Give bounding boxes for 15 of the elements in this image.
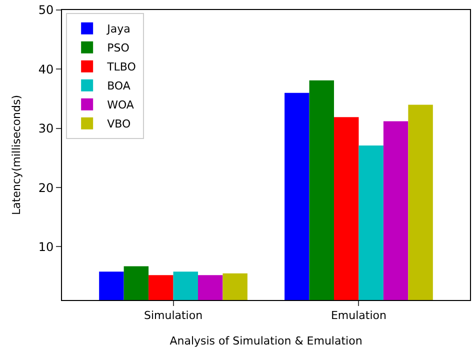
legend-label: BOA bbox=[107, 80, 131, 93]
x-axis-title: Analysis of Simulation & Emulation bbox=[170, 334, 362, 348]
legend-label: VBO bbox=[107, 118, 131, 131]
y-tick-label: 40 bbox=[38, 62, 54, 76]
y-tick-label: 20 bbox=[38, 180, 54, 195]
legend-label: Jaya bbox=[106, 22, 130, 36]
x-tick-label: Emulation bbox=[330, 309, 387, 322]
legend-label: WOA bbox=[107, 98, 134, 112]
x-tick-label: Simulation bbox=[144, 309, 203, 322]
y-tick-label: 10 bbox=[38, 240, 54, 254]
legend-label: TLBO bbox=[106, 60, 136, 74]
legend-label: PSO bbox=[107, 42, 130, 55]
y-tick-label: 50 bbox=[38, 3, 54, 18]
y-axis-title: Latency(milliseconds) bbox=[10, 95, 23, 215]
y-tick-label: 30 bbox=[38, 122, 54, 136]
